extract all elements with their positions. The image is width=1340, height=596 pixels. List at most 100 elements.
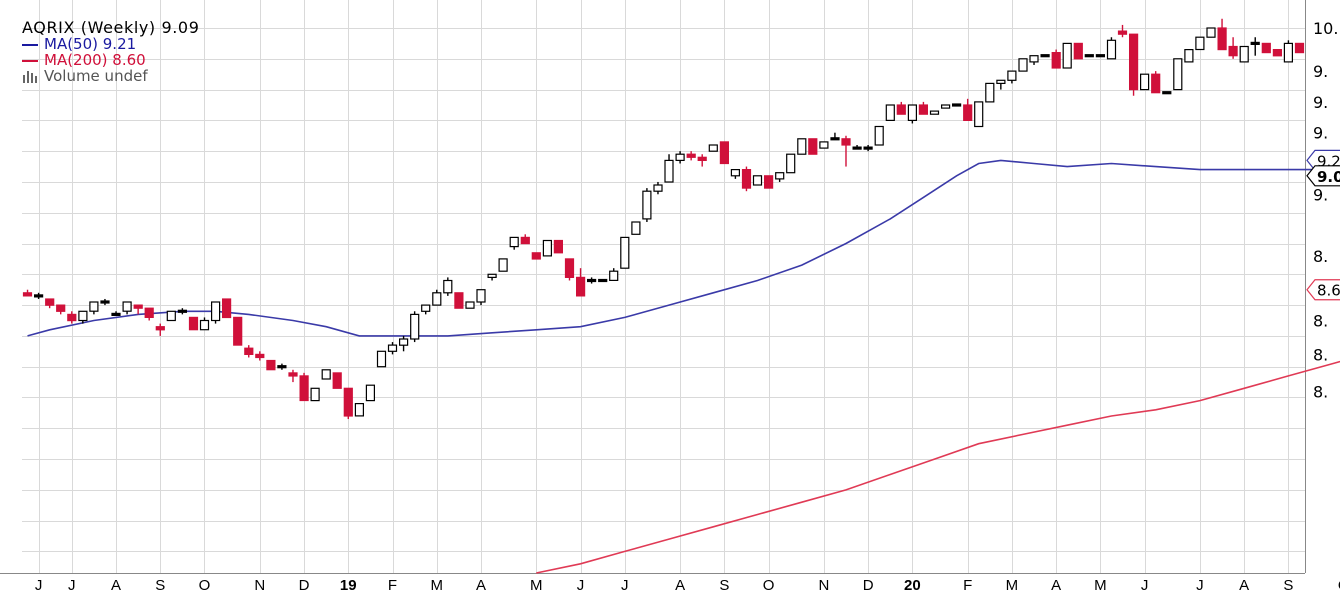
- candle-body: [853, 147, 861, 149]
- candle-body: [35, 295, 43, 297]
- candle-body: [654, 185, 662, 191]
- candle-body: [842, 139, 850, 145]
- candle-body: [588, 280, 596, 282]
- candle-body: [643, 191, 651, 219]
- x-tick-label: J: [35, 577, 43, 592]
- candle-body: [1096, 55, 1104, 57]
- candle-body: [411, 314, 419, 339]
- legend-title: AQRIX (Weekly) 9.09: [22, 20, 200, 36]
- y-tick-label: 9.: [1313, 124, 1328, 143]
- candle-body: [554, 241, 562, 253]
- candle-body: [366, 385, 374, 400]
- y-tick-label: 8.: [1313, 345, 1328, 364]
- x-tick-label: J: [621, 577, 629, 592]
- candle-body: [223, 299, 231, 318]
- x-tick-label: O: [763, 577, 775, 592]
- candle-body: [709, 145, 717, 151]
- x-tick-label: M: [1006, 577, 1019, 592]
- candle-body: [145, 308, 153, 317]
- candle-body: [743, 170, 751, 189]
- candle-body: [289, 373, 297, 376]
- candle-body: [1074, 43, 1082, 58]
- candle-body: [521, 237, 529, 243]
- ma200-line-icon: [22, 53, 42, 67]
- candle-body: [632, 222, 640, 234]
- candle-body: [897, 105, 905, 114]
- x-tick-label: N: [254, 577, 265, 592]
- candle-body: [389, 345, 397, 351]
- chart-legend: AQRIX (Weekly) 9.09 MA(50) 9.21 MA(200) …: [22, 20, 200, 84]
- candle-body: [1163, 92, 1171, 94]
- volume-bars-icon: [22, 69, 42, 83]
- candle-body: [322, 370, 330, 379]
- x-tick-label: A: [1051, 577, 1061, 592]
- candle-body: [400, 339, 408, 345]
- candle-body: [942, 105, 950, 108]
- x-tick-label: 20: [904, 577, 921, 592]
- y-tick-label: 8.: [1313, 382, 1328, 401]
- candle-body: [278, 366, 286, 368]
- candle-body: [134, 305, 142, 308]
- x-tick-label: A: [1239, 577, 1249, 592]
- candle-body: [1185, 50, 1193, 62]
- candle-body: [444, 281, 452, 293]
- candle-body: [1041, 55, 1049, 57]
- candle-body: [1141, 74, 1149, 89]
- x-tick-label: A: [111, 577, 121, 592]
- candle-body: [1085, 55, 1093, 57]
- candle-body: [488, 274, 496, 277]
- candle-body: [201, 321, 209, 330]
- candle-body: [532, 253, 540, 259]
- candle-body: [101, 301, 109, 303]
- x-tick-label: S: [155, 577, 165, 592]
- candle-body: [1052, 53, 1060, 68]
- x-tick-label: M: [1094, 577, 1107, 592]
- candle-body: [1218, 28, 1226, 50]
- candle-body: [1207, 28, 1215, 37]
- candle-body: [1119, 31, 1127, 34]
- candle-body: [1229, 47, 1237, 56]
- candle-body: [123, 302, 131, 311]
- candle-body: [378, 351, 386, 366]
- candle-body: [798, 139, 806, 154]
- candle-body: [79, 311, 87, 320]
- price-tag-label: 9.0: [1317, 168, 1340, 186]
- x-tick-label: F: [388, 577, 397, 592]
- candle-body: [256, 354, 264, 357]
- candle-body: [57, 305, 65, 311]
- y-tick-label: 9.: [1313, 93, 1328, 112]
- candle-body: [577, 277, 585, 296]
- y-tick-label: 8.: [1313, 247, 1328, 266]
- candle-body: [1152, 74, 1160, 93]
- legend-volume-row: Volume undef: [22, 68, 200, 84]
- candle-body: [24, 293, 32, 296]
- x-tick-label: J: [1196, 577, 1204, 592]
- legend-volume: Volume undef: [44, 68, 148, 84]
- candle-body: [543, 241, 551, 256]
- x-tick-label: S: [719, 577, 729, 592]
- candle-body: [820, 142, 828, 148]
- legend-ma50: MA(50) 9.21: [44, 36, 136, 52]
- candle-body: [1174, 59, 1182, 90]
- candle-body: [809, 139, 817, 154]
- candle-body: [986, 83, 994, 102]
- candle-body: [267, 361, 275, 370]
- candle-body: [1196, 37, 1204, 49]
- candle-body: [875, 127, 883, 146]
- candle-body: [610, 271, 618, 280]
- y-tick-label: 8.: [1313, 312, 1328, 331]
- candle-body: [190, 317, 198, 329]
- candle-body: [68, 314, 76, 320]
- candle-body: [975, 102, 983, 127]
- candle-body: [720, 142, 728, 164]
- candle-body: [566, 259, 574, 278]
- candle-body: [1108, 40, 1116, 59]
- x-tick-label: D: [863, 577, 874, 592]
- candle-body: [212, 302, 220, 321]
- candle-body: [908, 105, 916, 120]
- legend-ma200-row: MA(200) 8.60: [22, 52, 200, 68]
- candle-body: [765, 176, 773, 188]
- candle-body: [1130, 34, 1138, 89]
- candle-body: [245, 348, 253, 354]
